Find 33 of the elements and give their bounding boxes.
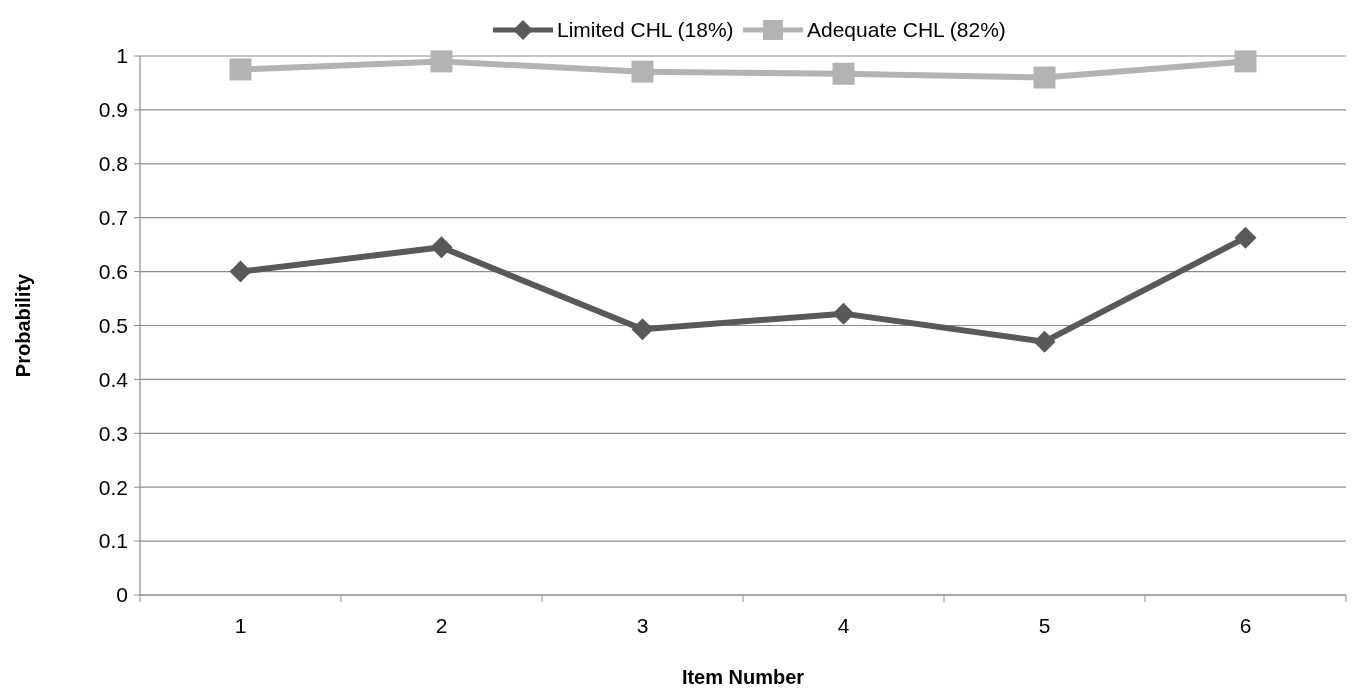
- legend-label: Limited CHL (18%): [557, 18, 734, 42]
- x-tick-label: 5: [1038, 614, 1051, 637]
- point: [832, 302, 855, 325]
- x-tick-label: 6: [1239, 614, 1252, 637]
- y-tick-label: 0.1: [98, 529, 128, 553]
- y-tick-label: 0.6: [98, 259, 128, 283]
- y-tick-label: 0.9: [98, 98, 128, 122]
- y-tick-label: 0.8: [98, 152, 128, 176]
- x-tick-label: 2: [435, 614, 448, 637]
- point: [1033, 66, 1056, 89]
- y-tick-label: 0.7: [98, 206, 128, 230]
- legend-label: Adequate CHL (82%): [807, 18, 1006, 42]
- point: [1033, 330, 1056, 353]
- point: [631, 318, 654, 341]
- point: [229, 58, 252, 81]
- y-tick-label: 1: [116, 44, 128, 68]
- y-tick-label: 0.3: [98, 421, 128, 445]
- x-axis-title: Item Number: [681, 666, 805, 688]
- point: [430, 236, 453, 259]
- x-tick-label: 1: [234, 614, 247, 637]
- y-axis-title: Probability: [12, 272, 34, 378]
- x-tick-label: 4: [837, 614, 850, 637]
- y-tick-label: 0: [116, 583, 128, 607]
- point: [631, 60, 654, 83]
- y-tick-label: 0.2: [98, 475, 128, 499]
- point: [229, 260, 252, 283]
- point: [430, 50, 453, 73]
- point: [1234, 226, 1257, 249]
- point: [832, 62, 855, 85]
- point: [1234, 50, 1257, 73]
- y-tick-label: 0.4: [98, 367, 129, 391]
- x-tick-label: 3: [636, 614, 649, 637]
- y-tick-label: 0.5: [98, 313, 128, 337]
